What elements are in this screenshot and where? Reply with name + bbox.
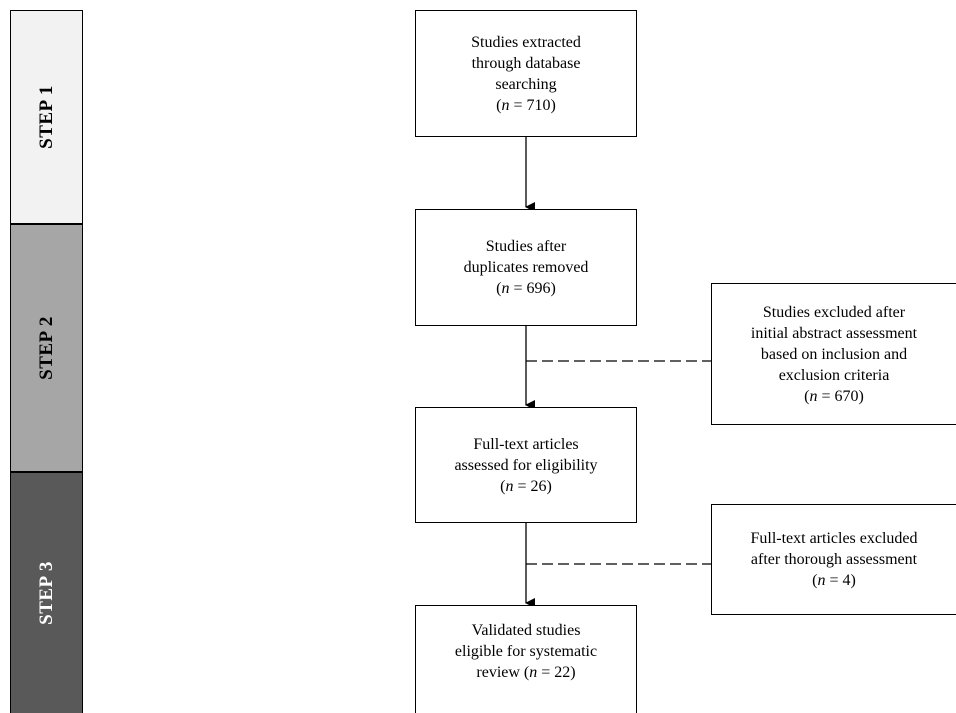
open-paren: ( xyxy=(804,387,810,405)
box-excluded-after-abstract: Studies excluded after initial abstract … xyxy=(711,283,956,425)
count-value: = 26) xyxy=(513,477,552,495)
step-3-bar: STEP 3 xyxy=(10,472,83,713)
count-value: = 670) xyxy=(817,387,864,405)
count-value: = 696) xyxy=(509,280,556,297)
n-symbol: n xyxy=(505,477,514,495)
open-paren: ( xyxy=(812,572,818,589)
step-1-label: STEP 1 xyxy=(35,85,57,149)
n-symbol: n xyxy=(817,572,826,589)
box-line: exclusion criteria xyxy=(778,366,890,384)
open-paren: ( xyxy=(496,280,502,297)
box-line: eligible for systematic xyxy=(454,643,598,660)
n-symbol: n xyxy=(501,280,510,297)
box-line: duplicates removed xyxy=(463,259,589,276)
count-label: review (n = 22) xyxy=(476,662,575,683)
step-2-label: STEP 2 xyxy=(35,316,57,380)
box-line: initial abstract assessment xyxy=(750,324,918,342)
box-line: Studies excluded after xyxy=(762,303,906,321)
step-1-bar: STEP 1 xyxy=(10,10,83,224)
box-duplicates-removed: Studies after duplicates removed (n = 69… xyxy=(415,209,637,326)
box-line: Full-text articles xyxy=(473,435,579,453)
box-line: after thorough assessment xyxy=(750,551,918,568)
step-2-bar: STEP 2 xyxy=(10,224,83,472)
count-label: (n = 710) xyxy=(496,95,556,116)
count-value: = 4) xyxy=(825,572,856,589)
count-label: (n = 26) xyxy=(500,476,552,497)
count-value: = 710) xyxy=(509,96,556,114)
box-line: assessed for eligibility xyxy=(454,456,598,474)
box-line: based on inclusion and xyxy=(760,345,908,363)
box-line: searching xyxy=(495,75,557,93)
n-symbol: n xyxy=(501,96,510,114)
box-studies-extracted: Studies extracted through database searc… xyxy=(415,10,637,137)
count-label: (n = 670) xyxy=(804,386,864,407)
box-excluded-after-fulltext: Full-text articles excluded after thorou… xyxy=(711,504,956,615)
step-3-label: STEP 3 xyxy=(35,561,57,625)
open-paren: ( xyxy=(500,477,506,495)
box-line: Studies after xyxy=(485,238,567,255)
box-validated-studies: Validated studies eligible for systemati… xyxy=(415,605,637,713)
n-symbol: n xyxy=(529,664,538,681)
box-line: through database xyxy=(471,54,581,72)
box-line: Validated studies xyxy=(471,622,581,639)
open-paren: ( xyxy=(496,96,502,114)
count-label: (n = 4) xyxy=(812,570,856,591)
box-line-prefix: review ( xyxy=(476,664,530,681)
n-symbol: n xyxy=(809,387,818,405)
count-value: = 22) xyxy=(537,664,576,681)
box-line: Studies extracted xyxy=(471,33,581,51)
box-line: Full-text articles excluded xyxy=(750,530,918,547)
box-fulltext-assessed: Full-text articles assessed for eligibil… xyxy=(415,407,637,523)
count-label: (n = 696) xyxy=(496,278,556,299)
